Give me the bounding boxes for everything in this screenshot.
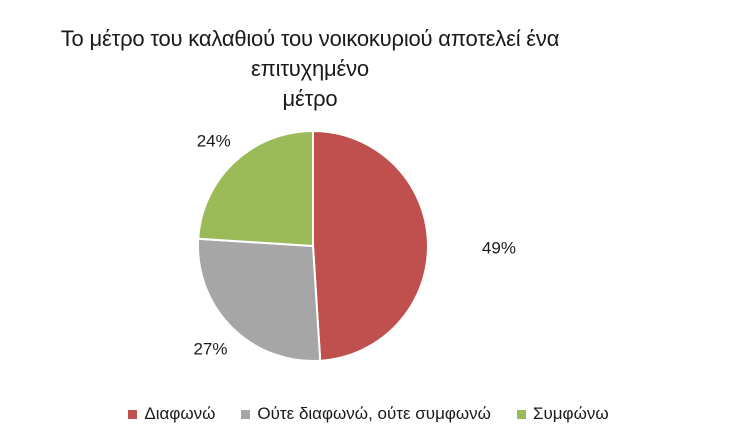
legend-swatch-agree — [516, 409, 526, 419]
slice-agree — [197, 129, 314, 248]
chart-title: Το μέτρο του καλαθιού του νοικοκυριού απ… — [0, 24, 620, 114]
legend-swatch-neutral — [241, 409, 251, 419]
chart-title-line-2: μέτρο — [282, 86, 338, 111]
legend-label-disagree: Διαφωνώ — [144, 404, 216, 423]
legend-item-disagree: Διαφωνώ — [128, 404, 215, 424]
legend-label-agree: Συμφώνω — [532, 404, 609, 423]
slice-label-disagree: 49% — [482, 238, 516, 257]
chart-title-line-1: Το μέτρο του καλαθιού του νοικοκυριού απ… — [60, 26, 560, 81]
legend-item-agree: Συμφώνω — [516, 404, 609, 424]
legend: Διαφωνώ Ούτε διαφωνώ, ούτε συμφωνώ Συμφώ… — [0, 404, 737, 424]
legend-swatch-disagree — [128, 409, 138, 419]
legend-item-neutral: Ούτε διαφωνώ, ούτε συμφωνώ — [241, 404, 491, 424]
slice-disagree — [312, 129, 429, 362]
slice-label-neutral: 27% — [193, 340, 227, 359]
slice-label-agree: 24% — [197, 131, 231, 150]
legend-label-neutral: Ούτε διαφωνώ, ούτε συμφωνώ — [257, 404, 491, 423]
slice-neutral — [197, 237, 322, 362]
